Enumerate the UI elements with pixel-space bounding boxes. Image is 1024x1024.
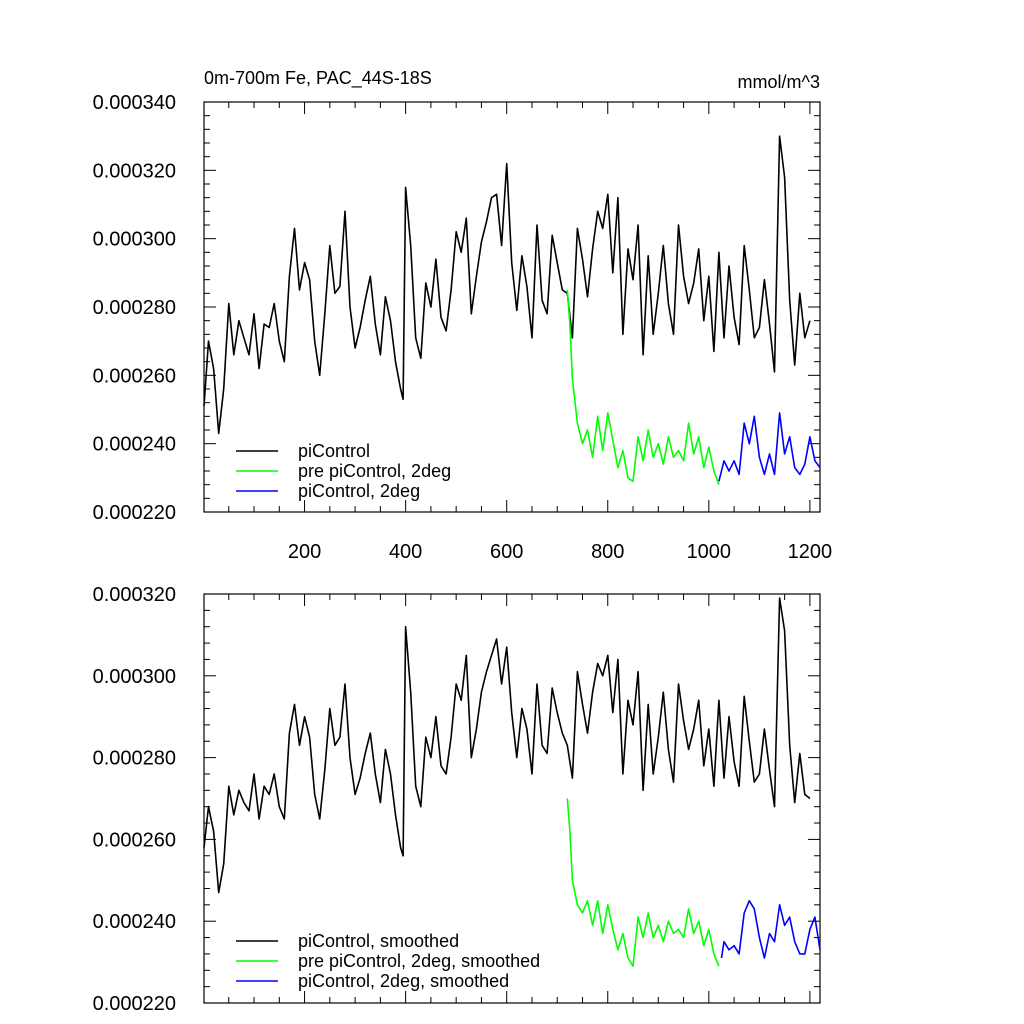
y-tick-label: 0.000260 <box>93 365 176 387</box>
series-line-2 <box>566 798 720 968</box>
series-line-2 <box>566 289 720 485</box>
legend-label: piControl, smoothed <box>298 931 459 951</box>
bottom-panel: 0.000220 0.000240 0.000260 0.000280 0.000300… <box>93 584 821 1015</box>
y-tick-label: 0.000260 <box>93 829 176 851</box>
legend-label: pre piControl, 2deg, smoothed <box>298 951 540 971</box>
legend-label: piControl, 2deg, smoothed <box>298 971 509 991</box>
legend-label: piControl, 2deg <box>298 481 420 501</box>
legend-label: piControl <box>298 441 370 461</box>
top-panel: 0.000220 0.000240 0.000260 0.000280 0.000300… <box>93 92 833 563</box>
plot-frame <box>203 593 821 1004</box>
series-line-3 <box>718 412 821 482</box>
y-tick-label: 0.000240 <box>93 434 176 456</box>
series-line-1 <box>203 597 811 894</box>
legend-label: pre piControl, 2deg <box>298 461 451 481</box>
y-tick-label: 0.000280 <box>93 297 176 319</box>
plot-frame <box>203 101 821 513</box>
x-tick-label: 1200 <box>788 541 833 563</box>
chart-title: 0m-700m Fe, PAC_44S-18S <box>204 68 432 89</box>
y-tick-label: 0.000340 <box>93 92 176 114</box>
series-line-1 <box>203 135 811 435</box>
x-tick-label: 800 <box>591 541 624 563</box>
y-tick-label: 0.000300 <box>93 229 176 251</box>
y-tick-label: 0.000320 <box>93 584 176 606</box>
y-tick-label: 0.000280 <box>93 748 176 770</box>
series-line-3 <box>720 899 821 959</box>
units-label: mmol/m^3 <box>738 72 820 92</box>
x-tick-label: 600 <box>490 541 523 563</box>
x-tick-label: 400 <box>389 541 422 563</box>
x-tick-label: 200 <box>288 541 321 563</box>
y-tick-label: 0.000220 <box>93 993 176 1015</box>
x-tick-label: 1000 <box>687 541 732 563</box>
y-tick-label: 0.000300 <box>93 666 176 688</box>
y-tick-label: 0.000240 <box>93 911 176 933</box>
y-tick-label: 0.000220 <box>93 502 176 524</box>
y-tick-label: 0.000320 <box>93 160 176 182</box>
